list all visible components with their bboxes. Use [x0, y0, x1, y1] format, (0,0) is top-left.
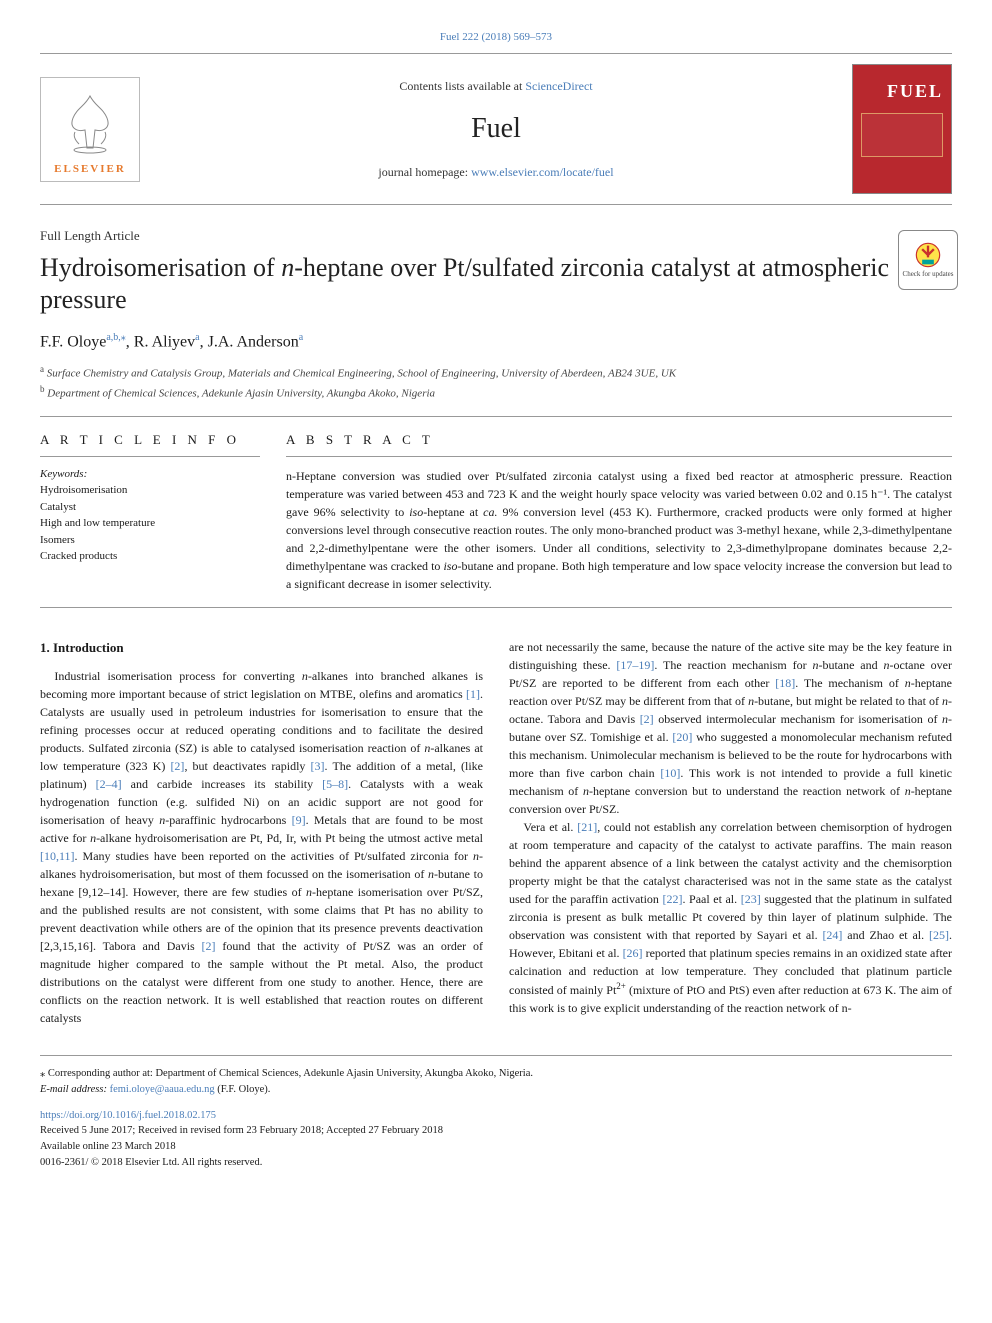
abstract-text: n-Heptane conversion was studied over Pt… — [286, 467, 952, 593]
body-columns: 1. Introduction Industrial isomerisation… — [40, 638, 952, 1028]
email-who: (F.F. Oloye). — [215, 1084, 271, 1095]
keyword-item: Hydroisomerisation — [40, 482, 260, 499]
keyword-item: Cracked products — [40, 548, 260, 565]
affil-b-text: Department of Chemical Sciences, Adekunl… — [47, 388, 435, 400]
crossmark-icon — [914, 241, 942, 269]
email-link[interactable]: femi.oloye@aaua.edu.ng — [110, 1084, 215, 1095]
email-line: E-mail address: femi.oloye@aaua.edu.ng (… — [40, 1082, 952, 1098]
corresponding-author: ⁎ Corresponding author at: Department of… — [40, 1066, 952, 1082]
online-line: Available online 23 March 2018 — [40, 1139, 952, 1155]
issn-line: 0016-2361/ © 2018 Elsevier Ltd. All righ… — [40, 1155, 952, 1171]
abstract-heading: A B S T R A C T — [286, 431, 952, 449]
abstract-rule — [286, 456, 952, 457]
article-info-heading: A R T I C L E I N F O — [40, 431, 260, 449]
elsevier-logo: ELSEVIER — [40, 77, 140, 182]
intro-paragraph: are not necessarily the same, because th… — [509, 638, 952, 818]
elsevier-tree-icon — [55, 88, 125, 158]
authors-line: F.F. Oloyea,b,⁎, R. Aliyeva, J.A. Anders… — [40, 331, 952, 354]
intro-paragraph: Vera et al. [21], could not establish an… — [509, 818, 952, 1017]
keywords-list: Hydroisomerisation Catalyst High and low… — [40, 482, 260, 565]
section-heading-intro: 1. Introduction — [40, 638, 483, 658]
affil-a-text: Surface Chemistry and Catalysis Group, M… — [47, 368, 676, 380]
keywords-label: Keywords: — [40, 467, 260, 482]
title-pre: Hydroisomerisation of — [40, 253, 281, 282]
journal-name: Fuel — [140, 109, 852, 148]
paper-title: Hydroisomerisation of n-heptane over Pt/… — [40, 252, 952, 317]
article-info-rule — [40, 456, 260, 457]
check-updates-badge[interactable]: Check for updates — [898, 230, 958, 290]
homepage-prefix: journal homepage: — [378, 165, 471, 179]
affiliation-b: b Department of Chemical Sciences, Adeku… — [40, 383, 952, 403]
keyword-item: High and low temperature — [40, 515, 260, 532]
keyword-item: Isomers — [40, 532, 260, 549]
author-1: F.F. Oloye — [40, 333, 106, 350]
received-line: Received 5 June 2017; Received in revise… — [40, 1123, 952, 1139]
homepage-line: journal homepage: www.elsevier.com/locat… — [140, 164, 852, 181]
affiliation-a: a Surface Chemistry and Catalysis Group,… — [40, 363, 952, 383]
footer: ⁎ Corresponding author at: Department of… — [40, 1055, 952, 1171]
email-label: E-mail address: — [40, 1084, 110, 1095]
intro-paragraph: Industrial isomerisation process for con… — [40, 667, 483, 1027]
author-3: , J.A. Anderson — [200, 333, 299, 350]
rule-below-abstract — [40, 607, 952, 608]
author-3-sup: a — [299, 332, 303, 343]
title-ital: n — [281, 253, 294, 282]
article-type: Full Length Article — [40, 227, 952, 245]
author-2: , R. Aliyev — [126, 333, 195, 350]
journal-header: ELSEVIER Contents lists available at Sci… — [40, 53, 952, 205]
top-citation: Fuel 222 (2018) 569–573 — [40, 30, 952, 45]
journal-cover: FUEL — [852, 64, 952, 194]
rule-above-abstract — [40, 416, 952, 417]
cover-title: FUEL — [887, 79, 943, 104]
contents-line: Contents lists available at ScienceDirec… — [140, 78, 852, 95]
sciencedirect-link[interactable]: ScienceDirect — [525, 79, 592, 93]
doi-link[interactable]: https://doi.org/10.1016/j.fuel.2018.02.1… — [40, 1110, 216, 1121]
keyword-item: Catalyst — [40, 499, 260, 516]
author-1-sup: a,b, — [106, 332, 120, 343]
check-updates-text: Check for updates — [903, 271, 954, 279]
publisher-name: ELSEVIER — [54, 162, 126, 177]
contents-prefix: Contents lists available at — [399, 79, 525, 93]
homepage-link[interactable]: www.elsevier.com/locate/fuel — [471, 165, 614, 179]
